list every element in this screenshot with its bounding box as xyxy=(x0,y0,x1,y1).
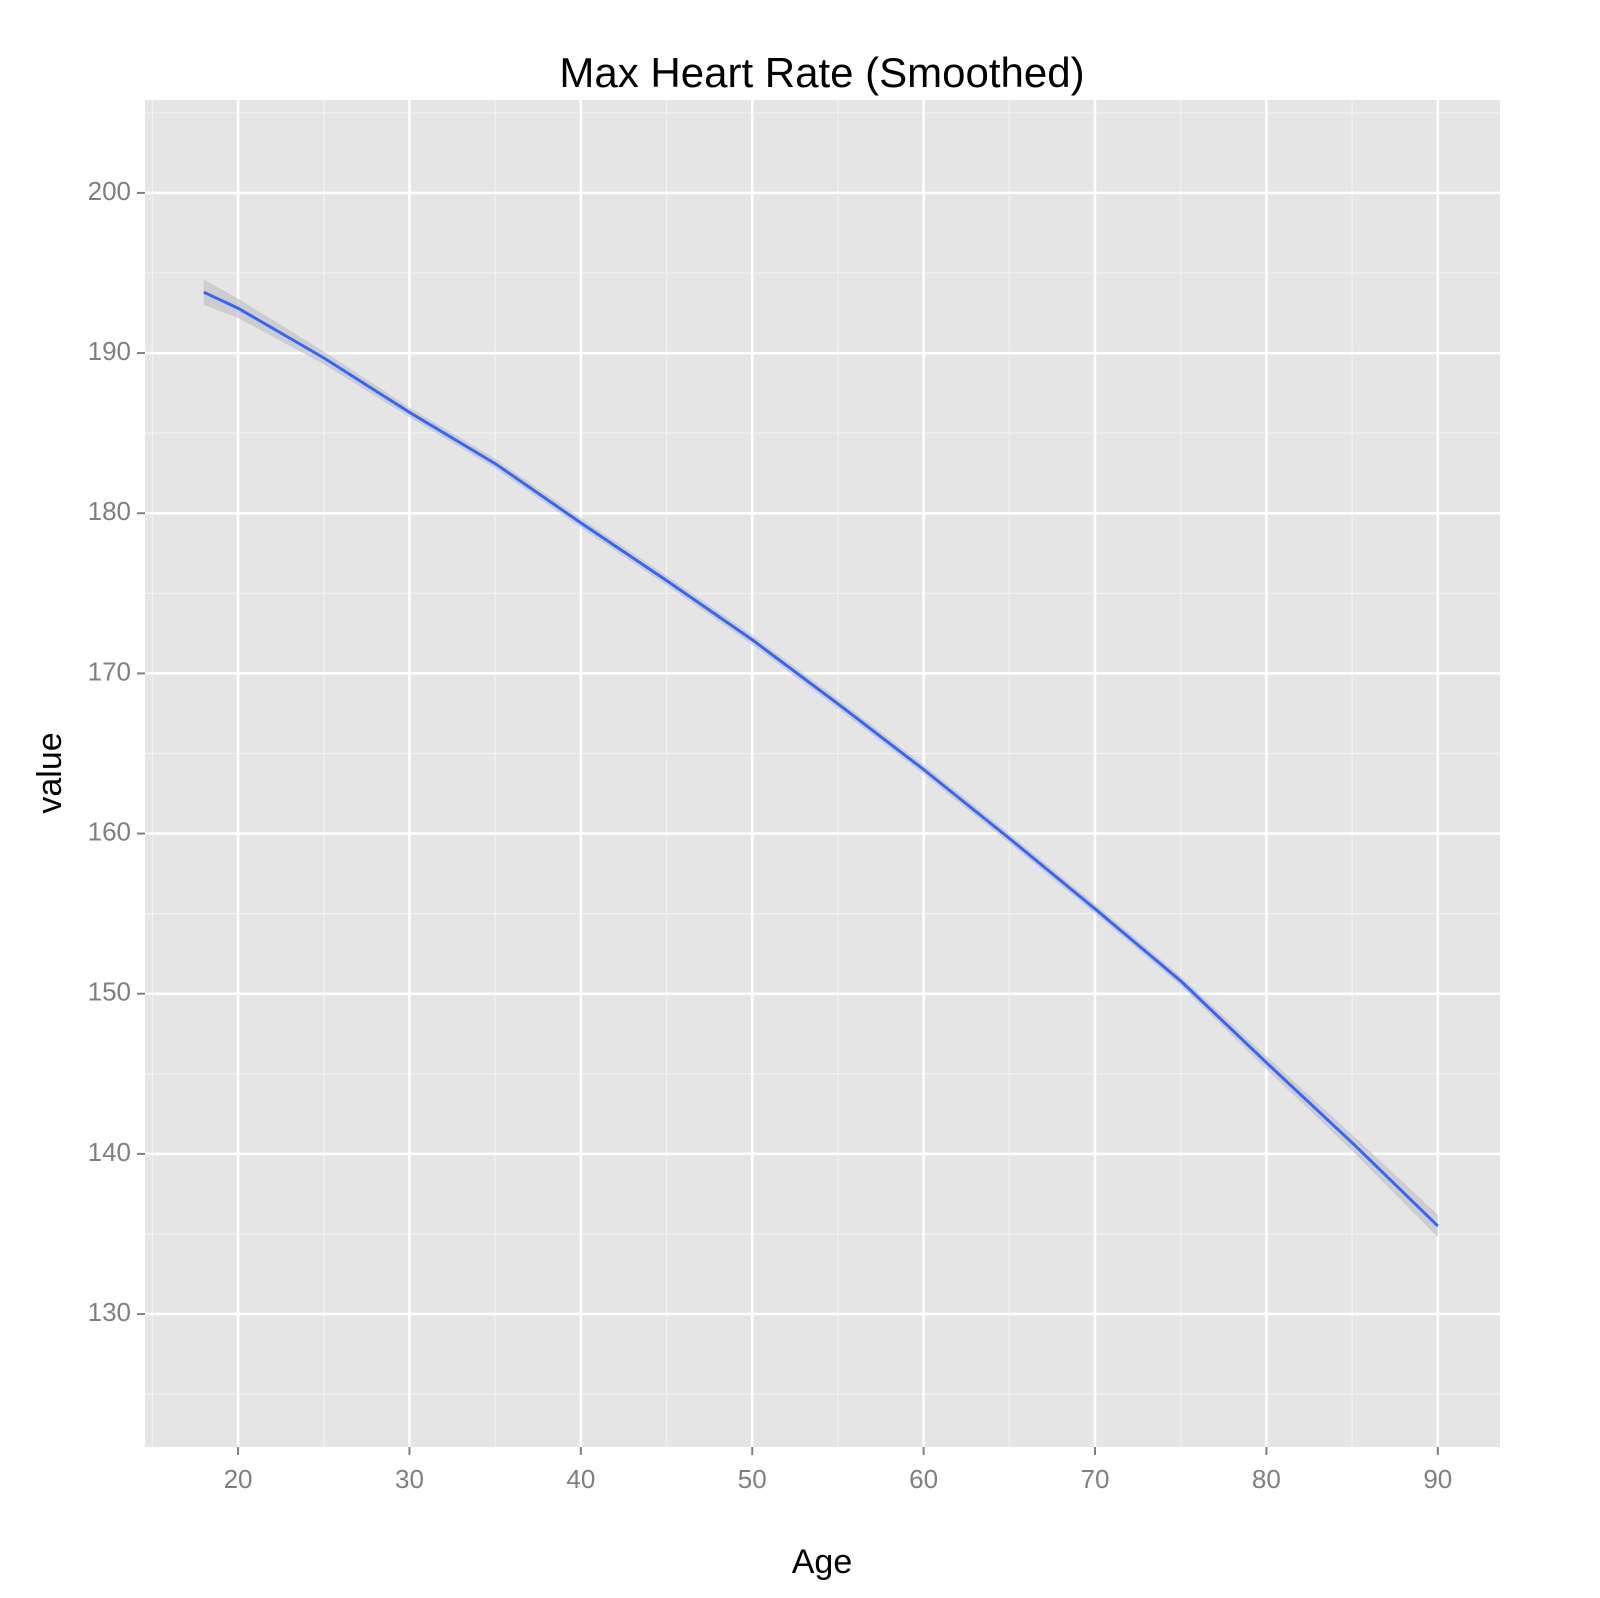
chart-title: Max Heart Rate (Smoothed) xyxy=(559,49,1084,96)
x-tick-label: 60 xyxy=(909,1464,938,1494)
x-tick-label: 20 xyxy=(224,1464,253,1494)
x-tick-label: 70 xyxy=(1081,1464,1110,1494)
y-tick-label: 180 xyxy=(88,496,131,526)
y-tick-label: 190 xyxy=(88,336,131,366)
x-tick-label: 30 xyxy=(395,1464,424,1494)
x-tick-label: 80 xyxy=(1252,1464,1281,1494)
y-tick-label: 170 xyxy=(88,656,131,686)
line xyxy=(203,290,1439,1228)
panel xyxy=(145,100,1500,1447)
y-axis-label: value xyxy=(31,732,69,813)
x-tick-label: 50 xyxy=(738,1464,767,1494)
y-tick-label: 140 xyxy=(88,1137,131,1167)
x-tick-label: 40 xyxy=(566,1464,595,1494)
y-tick-label: 130 xyxy=(88,1297,131,1327)
y-tick-label: 150 xyxy=(88,977,131,1007)
x-axis-label: Age xyxy=(792,1543,853,1581)
y-tick-label: 200 xyxy=(88,176,131,206)
y-tick-label: 160 xyxy=(88,816,131,846)
x-tick-label: 90 xyxy=(1423,1464,1452,1494)
